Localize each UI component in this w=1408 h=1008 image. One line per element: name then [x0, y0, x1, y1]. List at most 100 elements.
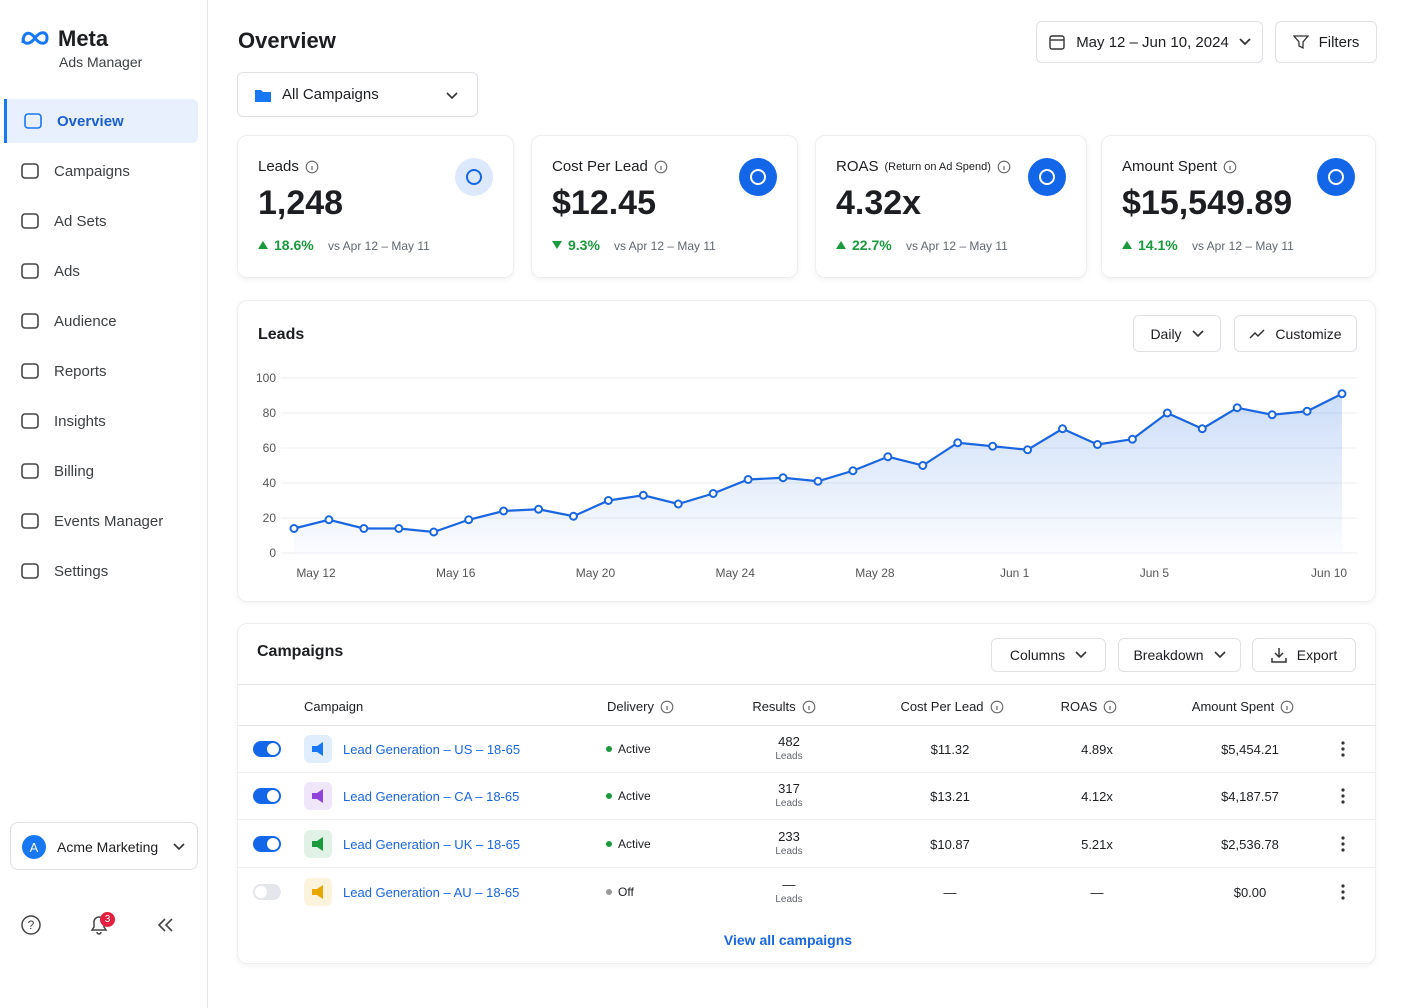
table-button[interactable]: Columns [991, 638, 1106, 672]
x-tick-label: Jun 5 [1140, 566, 1170, 580]
kpi-value: $12.45 [552, 184, 656, 222]
kpi-card: Cost Per Lead $12.45 9.3% vs Apr 12 – May 1… [531, 135, 798, 278]
nav-item[interactable]: Audience [4, 299, 198, 343]
nav-item[interactable]: Insights [4, 399, 198, 443]
folder-icon [255, 89, 271, 102]
campaign-name[interactable]: Lead Generation – UK – 18-65 [343, 837, 521, 852]
row-menu[interactable] [1340, 740, 1346, 758]
nav-label: Campaigns [54, 162, 130, 180]
data-point [778, 473, 788, 483]
table-button[interactable]: Breakdown [1118, 638, 1241, 672]
filters-button[interactable]: Filters [1275, 21, 1377, 63]
glyph [312, 789, 323, 803]
toggle[interactable] [253, 884, 281, 900]
megaphone [312, 885, 323, 899]
data-point [324, 515, 334, 525]
nav-item[interactable]: Ads [4, 249, 198, 293]
kpi-value: 4.32x [836, 184, 922, 222]
kpi-label-text: Amount Spent [1122, 158, 1218, 175]
dot [1341, 794, 1345, 798]
info-icon [997, 160, 1011, 173]
toggle[interactable] [253, 836, 281, 852]
info-circle [660, 700, 674, 713]
data-point [568, 511, 578, 521]
row-menu[interactable] [1340, 835, 1346, 853]
results: 317 [778, 781, 800, 796]
amount-spent: $4,187.57 [1221, 789, 1279, 804]
roas: 4.12x [1081, 789, 1113, 804]
page-title: Overview [238, 28, 336, 53]
collapse-icon[interactable] [157, 916, 175, 934]
glyph [1213, 651, 1226, 659]
account-switcher[interactable]: A Acme Marketing [10, 822, 198, 870]
nav-item[interactable]: Ad Sets [4, 199, 198, 243]
results: 482 [778, 734, 800, 749]
data-point [1337, 389, 1347, 399]
dot [1341, 836, 1345, 840]
toggle[interactable] [253, 741, 281, 757]
kpi-icon-glyph [466, 169, 482, 185]
icon-shape [24, 113, 42, 129]
nav-item[interactable]: Overview [4, 99, 198, 143]
data-point [1058, 424, 1068, 434]
column-header: ROAS [1009, 699, 1169, 714]
data-point [499, 506, 509, 516]
campaign-name[interactable]: Lead Generation – AU – 18-65 [343, 885, 520, 900]
nav-item[interactable]: Billing [4, 449, 198, 493]
nav-icon [21, 563, 39, 579]
nav-item[interactable]: Reports [4, 349, 198, 393]
icon-shape [21, 563, 39, 579]
nav-item[interactable]: Settings [4, 549, 198, 593]
help-icon[interactable]: ? [20, 914, 42, 936]
delivery: Active [618, 837, 651, 851]
nav-label: Ads [54, 262, 80, 280]
kpi-label-text: ROAS [836, 158, 879, 175]
nav-item[interactable]: Campaigns [4, 149, 198, 193]
data-point [918, 461, 928, 470]
status-dot [606, 841, 612, 847]
date-range-button[interactable]: May 12 – Jun 10, 2024 [1036, 21, 1263, 63]
kpi-change: 22.7% [836, 237, 892, 253]
trend-triangle [258, 241, 268, 249]
nav-label: Settings [54, 562, 109, 580]
info-circle [305, 160, 319, 173]
kpi-label: Amount Spent [1122, 158, 1237, 175]
campaign-name[interactable]: Lead Generation – CA – 18-65 [343, 789, 520, 804]
chevron [1239, 38, 1251, 46]
campaign-select[interactable]: All Campaigns [237, 72, 478, 117]
nav-label: Billing [54, 462, 95, 480]
results: 233 [778, 829, 800, 844]
kpi-change: 14.1% [1122, 237, 1178, 253]
toggle-knob [267, 790, 279, 802]
customize-button[interactable]: Customize [1234, 315, 1357, 352]
kpi-change-value: 14.1% [1138, 237, 1178, 253]
leads-area [294, 393, 1342, 553]
glyph [1328, 169, 1344, 185]
campaign-name[interactable]: Lead Generation – US – 18-65 [343, 742, 521, 757]
view-all-link[interactable]: View all campaigns [723, 932, 853, 948]
row-menu[interactable] [1340, 787, 1346, 805]
kpi-label: Cost Per Lead [552, 158, 668, 175]
row-divider [237, 867, 1376, 868]
row-menu[interactable] [1340, 883, 1346, 901]
nav-item[interactable]: Events Manager [4, 499, 198, 543]
toggle[interactable] [253, 788, 281, 804]
x-tick-label: Jun 1 [1000, 566, 1030, 580]
table-button[interactable]: Export [1252, 638, 1356, 672]
period-select[interactable]: Daily [1133, 315, 1221, 352]
toggle-knob [255, 886, 267, 898]
info-icon [660, 700, 674, 713]
row-divider [237, 819, 1376, 820]
data-point [673, 499, 683, 509]
campaign-icon [304, 735, 332, 763]
row-divider [237, 772, 1376, 773]
data-point [359, 524, 369, 533]
brand-name: Meta [58, 26, 109, 51]
kpi-value: $15,549.89 [1122, 184, 1293, 222]
glyph [1039, 169, 1055, 185]
info-icon [1104, 700, 1117, 713]
date-range: May 12 – Jun 10, 2024 [1076, 33, 1229, 51]
nav-icon [21, 313, 39, 329]
trend-arrow [1122, 241, 1132, 249]
divider [237, 725, 1376, 726]
